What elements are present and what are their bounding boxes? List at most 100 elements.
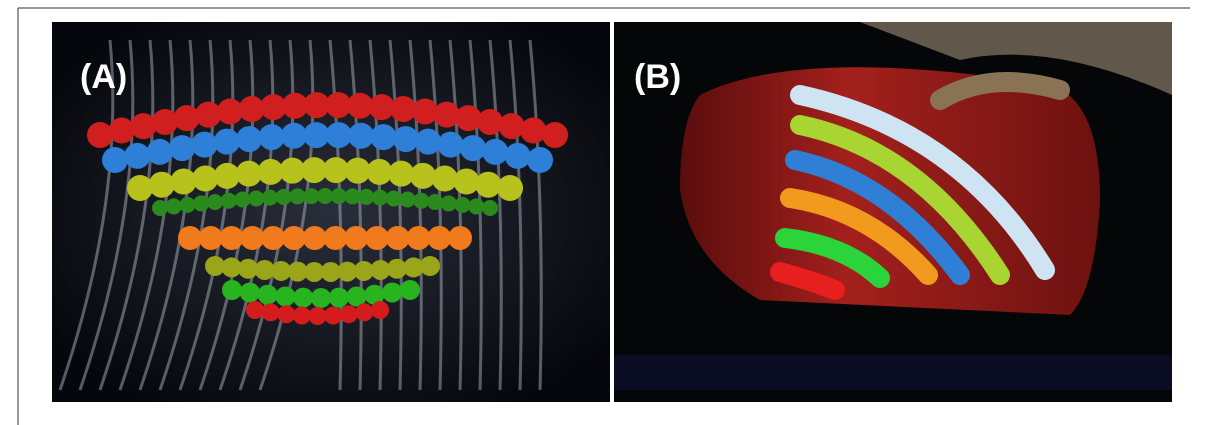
- electrode: [460, 135, 486, 161]
- electrode: [303, 188, 319, 204]
- electrode: [109, 118, 135, 144]
- electrode: [400, 280, 420, 300]
- electrode: [505, 143, 531, 169]
- table-edge: [614, 355, 1172, 390]
- electrode: [400, 192, 416, 208]
- electrode: [290, 188, 306, 204]
- electrode: [235, 192, 251, 208]
- electrode: [220, 226, 244, 250]
- electrode: [311, 288, 331, 308]
- electrode: [370, 124, 396, 150]
- electrode: [127, 175, 153, 201]
- electrode: [434, 102, 460, 128]
- electrode: [193, 195, 209, 211]
- electrode: [497, 175, 523, 201]
- electrode: [365, 226, 389, 250]
- electrode: [222, 280, 242, 300]
- electrode: [413, 193, 429, 209]
- electrode: [174, 105, 200, 131]
- panel-a: (A): [52, 22, 610, 402]
- electrode: [240, 282, 260, 302]
- panel-label: (B): [634, 58, 681, 96]
- electrode: [448, 226, 472, 250]
- electrode: [180, 197, 196, 213]
- electrode: [324, 307, 342, 325]
- electrode: [152, 109, 178, 135]
- electrode: [166, 198, 182, 214]
- electrode: [317, 188, 333, 204]
- electrode: [475, 172, 501, 198]
- electrode: [207, 194, 223, 210]
- electrode: [309, 307, 327, 325]
- electrode: [275, 286, 295, 306]
- electrode: [293, 307, 311, 325]
- electrode: [358, 189, 374, 205]
- electrode: [499, 113, 525, 139]
- electrode: [432, 166, 458, 192]
- electrode: [326, 122, 352, 148]
- electrode: [331, 188, 347, 204]
- electrode: [303, 226, 327, 250]
- electrode: [344, 226, 368, 250]
- electrode: [276, 189, 292, 205]
- electrode: [124, 143, 150, 169]
- electrode: [477, 109, 503, 135]
- electrode: [527, 147, 553, 173]
- electrode: [427, 226, 451, 250]
- electrode: [87, 122, 113, 148]
- electrode: [149, 172, 175, 198]
- electrode: [542, 122, 568, 148]
- electrode: [277, 305, 295, 323]
- electrode: [355, 303, 373, 321]
- electrode: [171, 168, 197, 194]
- electrode: [441, 195, 457, 211]
- electrode: [420, 256, 440, 276]
- electrode: [246, 301, 264, 319]
- electrode: [191, 132, 217, 158]
- electrode: [372, 190, 388, 206]
- electrode: [199, 226, 223, 250]
- electrode: [323, 226, 347, 250]
- electrode: [348, 123, 374, 149]
- figure: (A) (B): [0, 0, 1206, 425]
- electrode: [261, 226, 285, 250]
- electrode: [282, 226, 306, 250]
- electrode: [262, 303, 280, 321]
- electrode: [169, 135, 195, 161]
- electrode: [427, 194, 443, 210]
- electrode: [258, 285, 278, 305]
- electrode: [236, 126, 262, 152]
- electrode: [262, 190, 278, 206]
- electrode: [455, 105, 481, 131]
- electrode: [214, 129, 240, 155]
- electrode: [415, 129, 441, 155]
- electrode: [303, 122, 329, 148]
- electrode: [329, 288, 349, 308]
- electrode: [152, 200, 168, 216]
- electrode: [281, 123, 307, 149]
- electrode: [259, 124, 285, 150]
- electrode: [455, 197, 471, 213]
- electrode: [520, 118, 546, 144]
- electrode: [130, 113, 156, 139]
- electrode: [147, 139, 173, 165]
- electrode: [293, 288, 313, 308]
- electrode: [240, 226, 264, 250]
- electrode: [382, 282, 402, 302]
- electrode: [386, 226, 410, 250]
- electrode: [386, 190, 402, 206]
- electrode: [178, 226, 202, 250]
- electrode: [248, 190, 264, 206]
- electrode: [406, 226, 430, 250]
- electrode: [438, 132, 464, 158]
- electrode: [371, 301, 389, 319]
- electrode: [345, 188, 361, 204]
- electrode: [482, 200, 498, 216]
- electrode: [393, 126, 419, 152]
- electrode: [340, 305, 358, 323]
- panel-label: (A): [80, 58, 127, 96]
- electrode: [482, 139, 508, 165]
- electrode: [453, 168, 479, 194]
- panel-b: (B): [614, 22, 1172, 402]
- electrode: [221, 193, 237, 209]
